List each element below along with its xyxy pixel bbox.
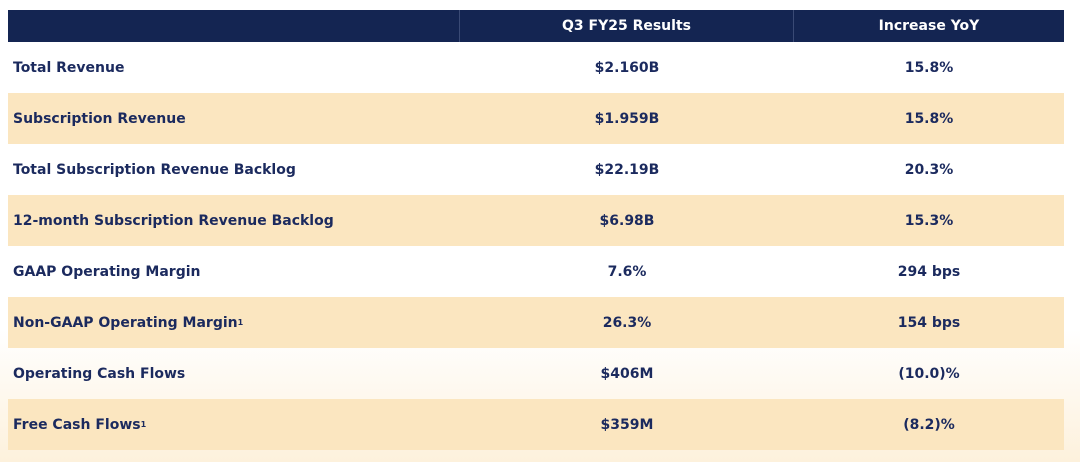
increase-cell: 15.8% [904,59,954,76]
metric-cell: Subscription Revenue [8,111,460,127]
header-increase-cell: Increase YoY [878,18,980,34]
result-cell: $6.98B [599,212,655,229]
results-table: Q3 FY25 Results Increase YoY Total Reven… [8,10,1064,450]
metric-cell: 12-month Subscription Revenue Backlog [8,213,460,229]
result-cell: $2.160B [594,59,660,76]
metric-label: Free Cash Flows [13,416,141,433]
result-cell: $359M [600,416,654,433]
result-cell: 7.6% [607,263,647,280]
increase-cell: (8.2)% [903,416,955,433]
metric-cell: Operating Cash Flows [8,366,460,382]
header-metric-cell [8,10,460,42]
metric-label: GAAP Operating Margin [13,263,201,280]
metric-label: 12-month Subscription Revenue Backlog [13,212,334,229]
header-results-cell: Q3 FY25 Results [460,10,794,42]
result-cell: 26.3% [602,314,652,331]
increase-cell: 294 bps [897,263,961,280]
table-row: Total Revenue $2.160B 15.8% [8,42,1064,93]
metric-cell: Total Revenue [8,60,460,76]
table-row: Non-GAAP Operating Margin 1 26.3% 154 bps [8,297,1064,348]
result-cell: $1.959B [594,110,660,127]
metric-label: Operating Cash Flows [13,365,186,382]
increase-cell: 15.8% [904,110,954,127]
metric-label: Subscription Revenue [13,110,186,127]
table-row: Subscription Revenue $1.959B 15.8% [8,93,1064,144]
table-row: Free Cash Flows 1 $359M (8.2)% [8,399,1064,450]
table-row: 12-month Subscription Revenue Backlog $6… [8,195,1064,246]
table-header: Q3 FY25 Results Increase YoY [8,10,1064,42]
increase-cell: (10.0)% [898,365,960,382]
metric-cell: Non-GAAP Operating Margin 1 [13,314,244,331]
metric-cell: Free Cash Flows 1 [13,416,147,433]
table-row: Total Subscription Revenue Backlog $22.1… [8,144,1064,195]
table-row: Operating Cash Flows $406M (10.0)% [8,348,1064,399]
increase-cell: 20.3% [904,161,954,178]
result-cell: $22.19B [594,161,660,178]
increase-cell: 15.3% [904,212,954,229]
increase-cell: 154 bps [897,314,961,331]
metric-cell: Total Subscription Revenue Backlog [8,162,460,178]
metric-label: Total Revenue [13,59,125,76]
metric-cell: GAAP Operating Margin [8,264,460,280]
metric-label: Non-GAAP Operating Margin [13,314,238,331]
table-row: GAAP Operating Margin 7.6% 294 bps [8,246,1064,297]
result-cell: $406M [600,365,654,382]
metric-label: Total Subscription Revenue Backlog [13,161,296,178]
